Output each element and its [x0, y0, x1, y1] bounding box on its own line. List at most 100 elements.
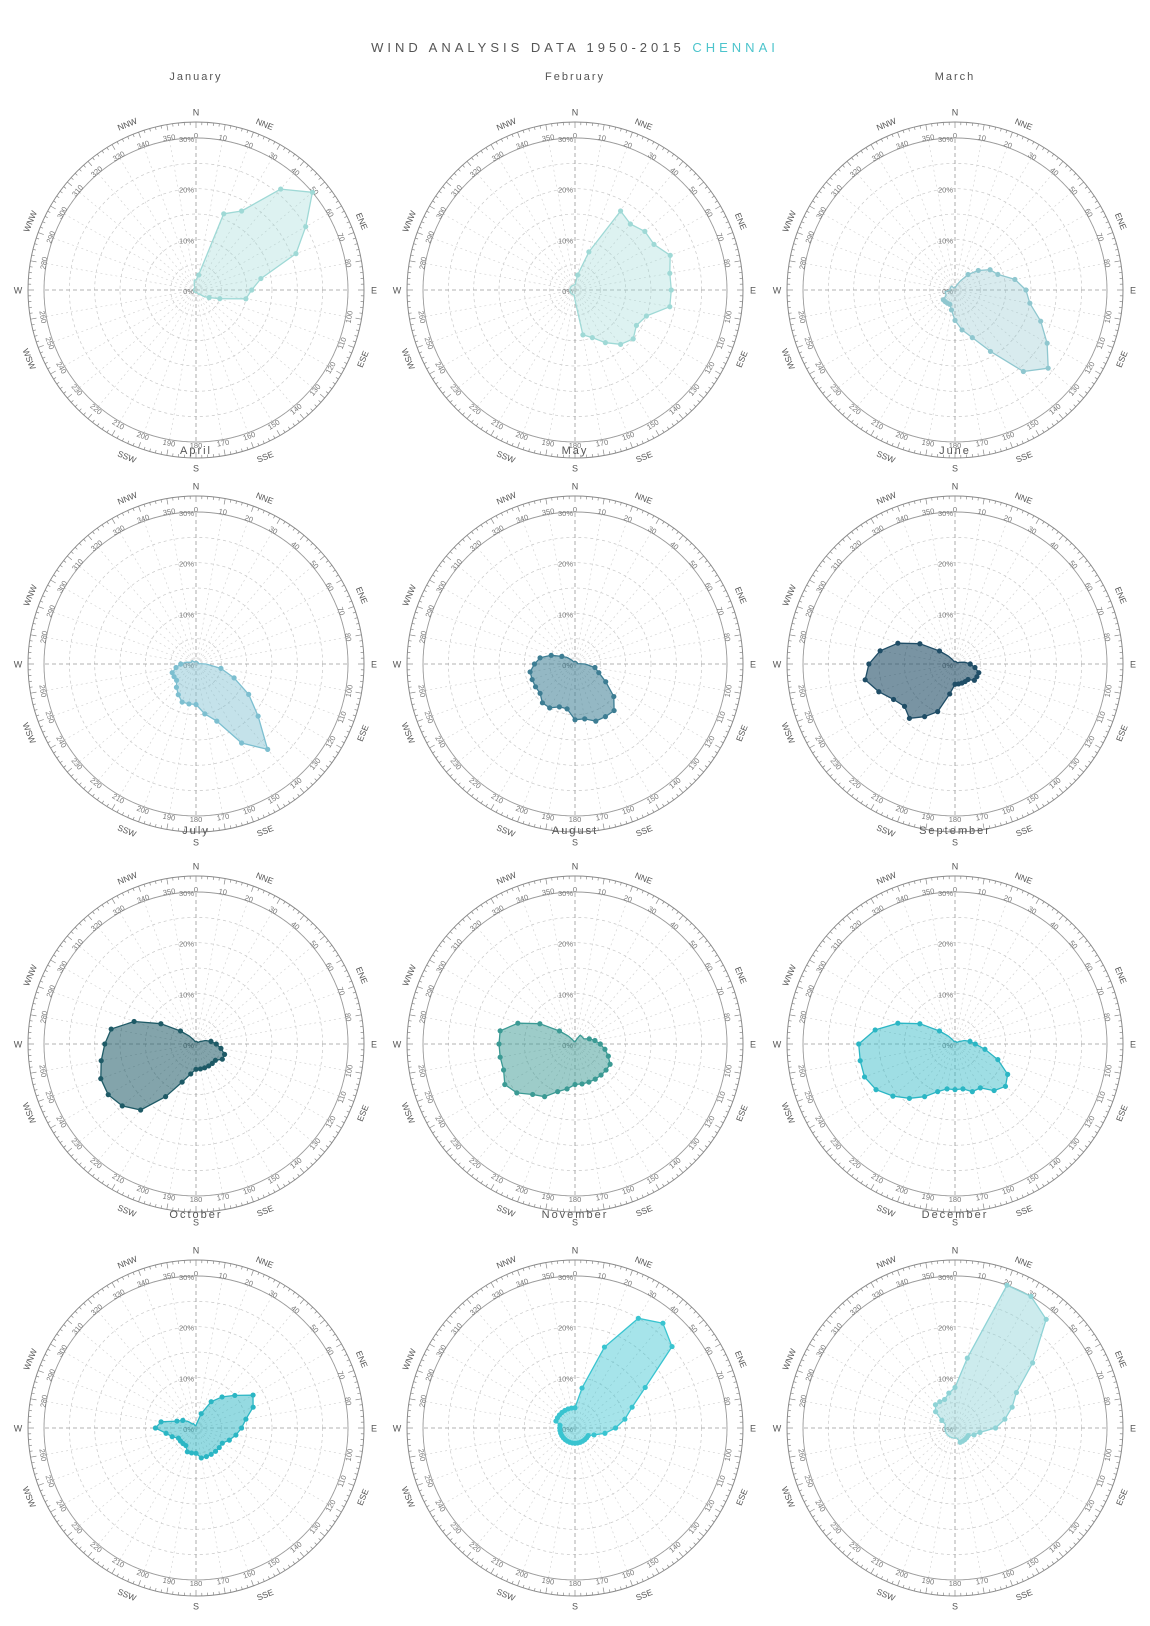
grid-spoke	[119, 532, 197, 665]
degree-tick	[908, 502, 910, 506]
degree-tick	[251, 132, 254, 138]
compass-label: SSW	[116, 1586, 138, 1603]
degree-tick-label: 340	[136, 1276, 151, 1289]
degree-tick	[801, 1494, 805, 1497]
degree-tick-label: 110	[1095, 336, 1108, 350]
degree-tick-label: 50	[308, 1323, 320, 1335]
degree-tick	[630, 886, 633, 892]
degree-tick	[860, 426, 864, 430]
degree-tick	[1107, 1483, 1113, 1486]
degree-tick	[42, 221, 46, 224]
degree-tick	[268, 138, 270, 142]
degree-tick	[1073, 1311, 1077, 1314]
degree-tick-label: 30	[267, 150, 279, 162]
degree-tick	[421, 595, 425, 598]
degree-tick	[501, 1576, 503, 1580]
degree-tick-label: 20	[622, 513, 633, 524]
degree-tick	[111, 144, 116, 150]
data-point	[592, 664, 598, 671]
degree-tick	[1005, 1268, 1008, 1272]
compass-label: W	[14, 286, 23, 296]
compass-label: NNW	[495, 116, 518, 133]
degree-tick-label: 200	[135, 804, 150, 817]
degree-tick-label: 120	[703, 1114, 717, 1129]
grid-spoke	[195, 901, 249, 1045]
degree-tick	[149, 1586, 151, 1590]
data-point	[596, 670, 602, 676]
degree-tick	[96, 153, 100, 157]
degree-tick	[449, 551, 453, 554]
degree-tick	[47, 584, 51, 587]
degree-tick	[485, 803, 488, 807]
degree-tick	[1088, 1524, 1092, 1528]
degree-tick	[988, 1263, 991, 1267]
degree-tick-label: 140	[667, 1540, 682, 1555]
compass-label: ENE	[354, 965, 370, 985]
degree-tick	[413, 709, 417, 711]
degree-tick	[314, 1542, 318, 1545]
degree-tick	[982, 878, 985, 885]
degree-tick	[149, 502, 151, 506]
degree-tick	[636, 1196, 639, 1200]
degree-tick	[1077, 400, 1081, 403]
degree-tick	[545, 1203, 548, 1210]
degree-tick	[735, 703, 739, 705]
data-point	[219, 1056, 225, 1062]
compass-label: S	[572, 1602, 578, 1612]
degree-tick	[47, 210, 51, 213]
grid-spoke	[498, 1296, 576, 1429]
degree-tick	[63, 391, 67, 394]
grid-spoke	[522, 1285, 576, 1429]
data-point	[946, 1390, 952, 1396]
degree-tick	[155, 126, 157, 130]
compass-label: N	[572, 482, 579, 492]
degree-tick-label: 10	[977, 1271, 987, 1281]
degree-tick	[38, 606, 44, 609]
degree-tick	[925, 878, 928, 885]
degree-tick	[155, 1264, 157, 1268]
degree-tick-label: 40	[668, 1304, 680, 1316]
degree-tick	[314, 778, 318, 781]
degree-tick	[36, 991, 40, 994]
degree-tick	[241, 882, 243, 886]
degree-tick	[319, 181, 325, 187]
degree-tick	[736, 628, 740, 631]
degree-tick	[652, 809, 655, 813]
degree-tick	[982, 823, 985, 830]
degree-tick	[511, 1580, 514, 1584]
data-point	[527, 669, 533, 675]
degree-tick-label: 120	[324, 1498, 338, 1513]
data-point	[948, 307, 955, 313]
grid-spoke	[195, 663, 223, 814]
degree-tick	[838, 922, 841, 926]
degree-tick	[1051, 153, 1055, 157]
data-point	[1012, 276, 1018, 283]
degree-tick	[413, 1089, 417, 1091]
data-point	[629, 1404, 635, 1410]
degree-tick	[292, 907, 296, 911]
degree-tick	[662, 1567, 665, 1571]
degree-tick	[671, 1561, 675, 1565]
grid-spoke	[805, 1427, 956, 1455]
degree-tick	[545, 498, 548, 505]
degree-tick	[1027, 138, 1029, 142]
degree-tick-label: 340	[895, 138, 910, 151]
grid-spoke	[954, 587, 1087, 665]
degree-tick	[734, 1071, 741, 1074]
degree-tick	[1103, 590, 1107, 592]
degree-tick-label: 110	[336, 1474, 349, 1488]
data-point	[917, 641, 923, 647]
degree-tick	[881, 1576, 883, 1580]
degree-tick	[1000, 1202, 1002, 1206]
degree-tick	[881, 1276, 883, 1280]
grid-spoke	[574, 1427, 725, 1455]
grid-spoke	[805, 263, 956, 291]
degree-tick	[67, 767, 73, 773]
degree-tick	[685, 786, 688, 790]
degree-tick	[676, 1173, 679, 1177]
degree-tick	[641, 890, 644, 894]
degree-tick-label: 100	[344, 1064, 355, 1078]
grid-spoke	[574, 147, 628, 291]
degree-tick-label: 100	[723, 310, 734, 324]
degree-tick-label: 210	[870, 1556, 885, 1570]
